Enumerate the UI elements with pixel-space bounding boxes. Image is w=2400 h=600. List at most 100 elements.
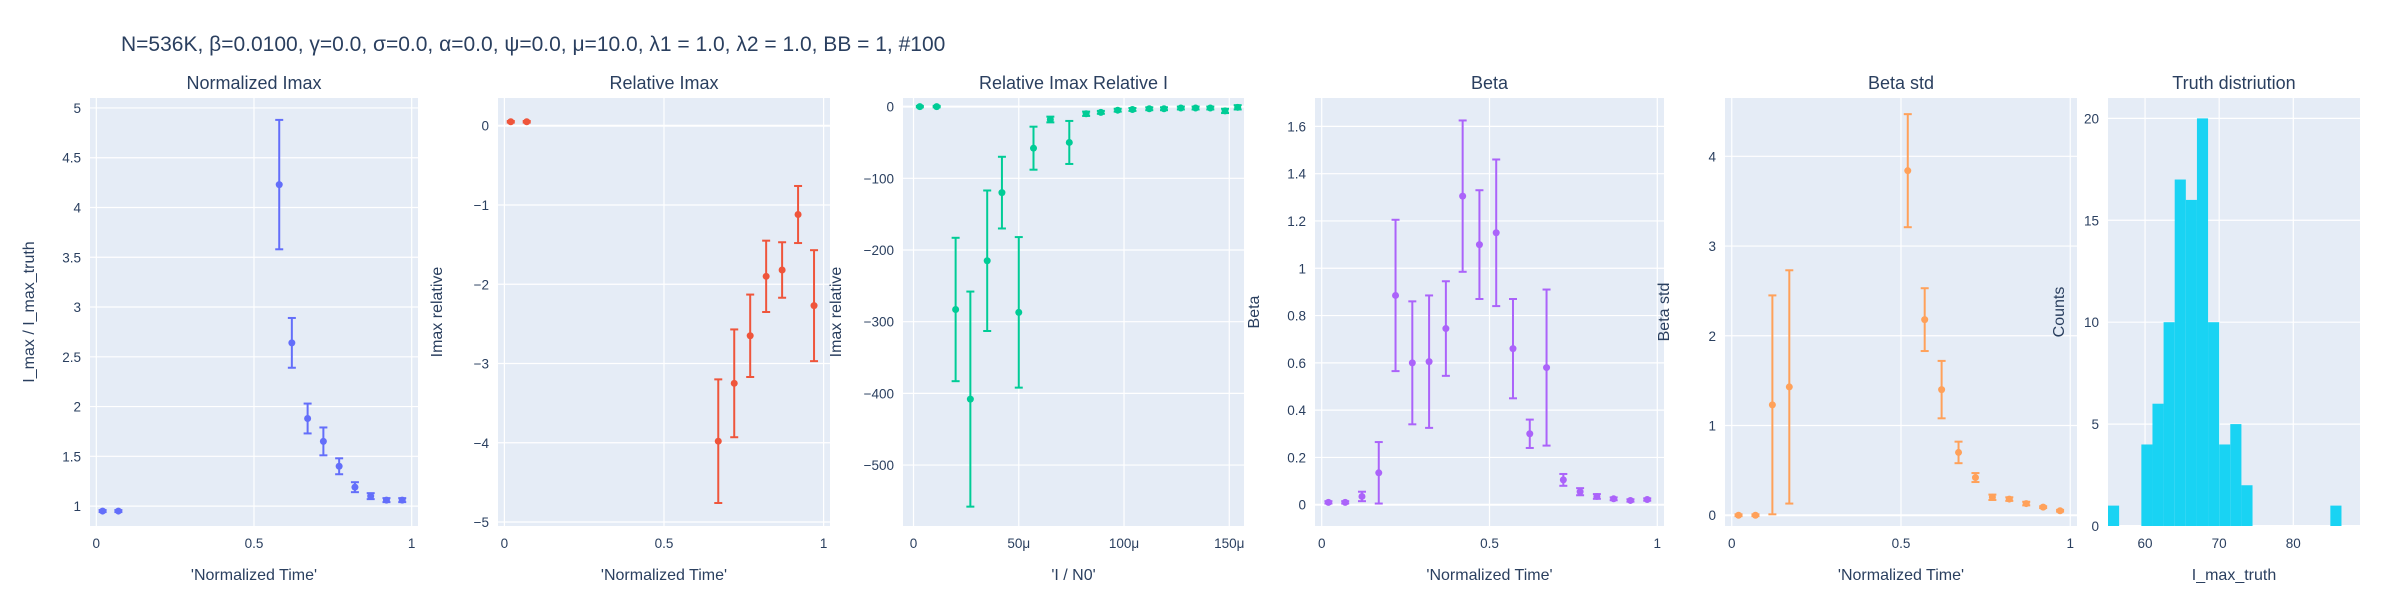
subplots: 0 0.5 1 1 1.5 2 2.5 3 3.5 4 4.5 5 Normalized Imax 'No…: [21, 73, 2360, 584]
y-tick-label: 0.4: [1287, 403, 1306, 418]
data-point: [1735, 511, 1743, 519]
data-point: [916, 103, 924, 111]
y-tick-label: 4.5: [62, 151, 81, 166]
data-point: [2005, 495, 2013, 503]
subplot-5: 0 0.5 1 0 1 2 3 4 Beta std 'Normalized Time' Beta …: [1656, 73, 2077, 584]
y-tick-label: 1: [73, 499, 81, 514]
data-point: [794, 211, 802, 219]
data-point: [1626, 496, 1634, 504]
subplot-title: Relative Imax: [609, 73, 718, 93]
y-tick-label: 20: [2084, 111, 2099, 126]
y-tick-label: 3.5: [62, 250, 81, 265]
data-point: [1955, 448, 1963, 456]
x-tick-label: 60: [2138, 536, 2153, 551]
data-point: [1971, 474, 1979, 482]
data-point: [1576, 488, 1584, 496]
y-tick-label: 0.2: [1287, 450, 1306, 465]
data-point: [1543, 364, 1551, 372]
data-point: [1046, 116, 1054, 124]
subplot-title: Relative Imax Relative I: [979, 73, 1168, 93]
histogram-bar: [2219, 444, 2231, 526]
data-point: [1341, 498, 1349, 506]
data-point: [1751, 511, 1759, 519]
data-point: [1221, 107, 1229, 115]
subplot-4: 0 0.5 1 0 0.2 0.4 0.6 0.8 1 1.2 1.4 1.6 Beta 'Normali…: [1246, 73, 1664, 584]
x-tick-label: 0.5: [245, 536, 264, 551]
x-axis-label: 'Normalized Time': [191, 567, 317, 584]
y-tick-label: 15: [2084, 213, 2099, 228]
x-tick-label: 0: [1318, 536, 1326, 551]
data-point: [1015, 308, 1023, 316]
y-axis-label: I_max / I_max_truth: [21, 241, 38, 382]
data-point: [1785, 383, 1793, 391]
data-point: [1358, 492, 1366, 500]
data-point: [1643, 496, 1651, 504]
data-point: [1408, 359, 1416, 367]
data-point: [1128, 105, 1136, 113]
data-point: [1459, 192, 1467, 200]
y-tick-label: −300: [864, 315, 894, 330]
x-axis-label: 'Normalized Time': [1838, 567, 1964, 584]
data-point: [810, 302, 818, 310]
histogram-bar: [2174, 179, 2186, 526]
histogram-bar: [2185, 199, 2197, 526]
data-point: [1475, 241, 1483, 249]
y-axis-label: Imax relative: [828, 267, 845, 358]
histogram-bar: [2141, 444, 2153, 526]
x-tick-label: 1: [2066, 536, 2074, 551]
data-point: [304, 415, 312, 423]
y-tick-label: −1: [474, 198, 489, 213]
y-tick-label: −400: [864, 386, 894, 401]
subplot-3: 0 50μ 100μ 150μ 0 −100 −200 −300 −400 −500 Relativ…: [828, 73, 1244, 584]
data-point: [1425, 358, 1433, 366]
subplot-title: Beta: [1471, 73, 1509, 93]
figure-title: N=536K, β=0.0100, γ=0.0, σ=0.0, α=0.0, ψ…: [121, 33, 945, 56]
subplot-title: Beta std: [1868, 73, 1934, 93]
x-tick-label: 70: [2212, 536, 2227, 551]
y-tick-label: 10: [2084, 315, 2099, 330]
data-point: [1559, 476, 1567, 484]
data-point: [2056, 507, 2064, 515]
y-tick-label: 1.2: [1287, 214, 1306, 229]
x-tick-label: 0: [93, 536, 101, 551]
plot-area: [903, 98, 1244, 526]
y-tick-label: 2.5: [62, 350, 81, 365]
x-tick-label: 80: [2286, 536, 2301, 551]
data-point: [1097, 108, 1105, 116]
data-point: [778, 266, 786, 274]
y-tick-label: −200: [864, 243, 894, 258]
data-point: [367, 492, 375, 500]
y-axis-label: Imax relative: [429, 267, 446, 358]
x-tick-label: 1: [820, 536, 828, 551]
y-tick-label: 2: [1708, 329, 1716, 344]
data-point: [1921, 316, 1929, 324]
y-axis-label: Counts: [2051, 287, 2068, 338]
data-point: [1324, 498, 1332, 506]
data-point: [1206, 104, 1214, 112]
y-tick-label: 2: [73, 400, 81, 415]
data-point: [952, 305, 960, 313]
histogram-bar: [2230, 424, 2242, 526]
x-tick-label: 0.5: [1892, 536, 1911, 551]
y-tick-label: −100: [864, 171, 894, 186]
y-tick-label: 0.6: [1287, 356, 1306, 371]
y-tick-label: 0: [1298, 498, 1306, 513]
y-tick-label: −4: [474, 436, 490, 451]
data-point: [1610, 495, 1618, 503]
y-axis-label: Beta std: [1656, 283, 1673, 342]
data-point: [1065, 138, 1073, 146]
y-tick-label: −5: [474, 515, 489, 530]
x-axis-label: 'Normalized Time': [1426, 567, 1552, 584]
histogram-bar: [2241, 485, 2253, 526]
data-point: [746, 332, 754, 340]
y-tick-label: 5: [2091, 417, 2099, 432]
subplot-title: Normalized Imax: [186, 73, 321, 93]
y-axis-label: Beta: [1246, 295, 1263, 328]
y-tick-label: 1.4: [1287, 167, 1306, 182]
y-tick-label: 0: [2091, 519, 2099, 534]
data-point: [1030, 144, 1038, 152]
data-point: [1082, 110, 1090, 118]
y-tick-label: −2: [474, 277, 489, 292]
subplot-1: 0 0.5 1 1 1.5 2 2.5 3 3.5 4 4.5 5 Normalized Imax 'No…: [21, 73, 418, 584]
